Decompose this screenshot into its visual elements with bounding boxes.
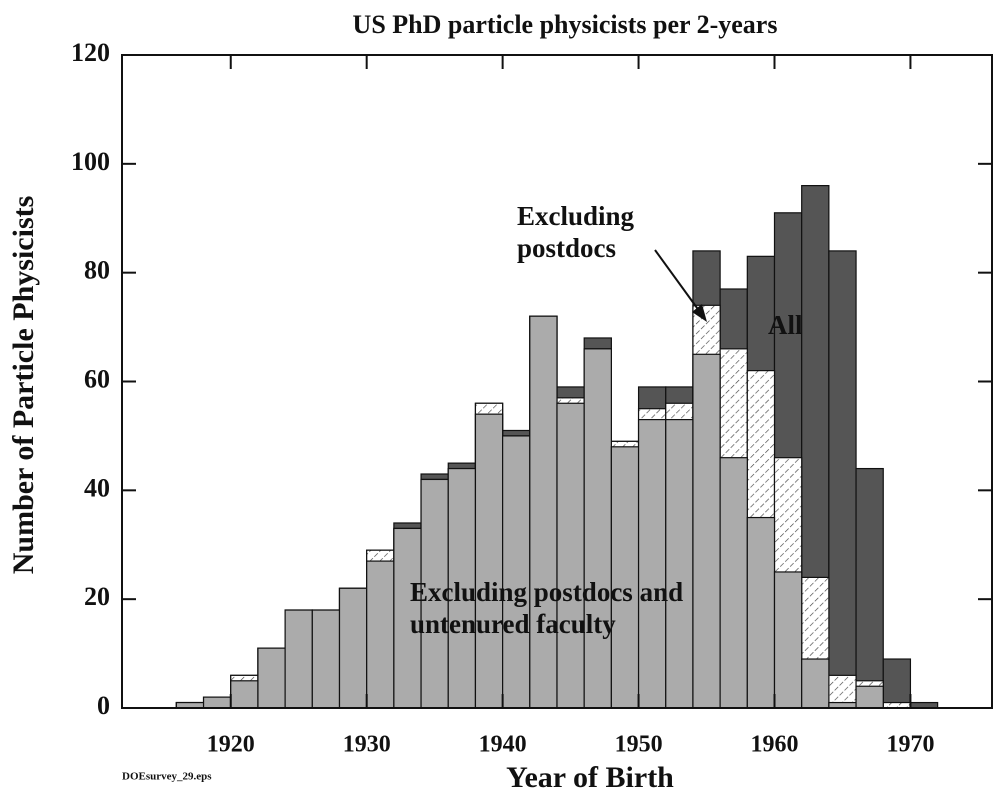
bar bbox=[773, 571, 803, 709]
x-tick-label: 1960 bbox=[751, 732, 799, 758]
bar bbox=[855, 467, 884, 709]
bar bbox=[556, 402, 585, 709]
y-axis-label: Number of Particle Physicists bbox=[7, 196, 40, 575]
bar bbox=[692, 353, 721, 709]
bar bbox=[202, 696, 232, 709]
bar bbox=[230, 680, 259, 709]
y-tick-label: 0 bbox=[97, 691, 110, 720]
x-tick-label: 1940 bbox=[479, 732, 527, 758]
series-label: All bbox=[768, 310, 803, 340]
y-tick-label: 60 bbox=[84, 364, 110, 393]
annotation: DOEsurvey_29.eps bbox=[122, 771, 212, 783]
chart-title: US PhD particle physicists per 2-years bbox=[353, 10, 778, 39]
arrow-head bbox=[692, 304, 707, 322]
bar bbox=[583, 348, 612, 709]
x-tick-label: 1970 bbox=[886, 732, 934, 758]
bar bbox=[393, 527, 422, 709]
bar bbox=[338, 587, 368, 709]
x-tick-label: 1920 bbox=[207, 732, 255, 758]
bar bbox=[447, 467, 477, 709]
bar bbox=[311, 609, 341, 709]
x-axis-label: Year of Birth bbox=[506, 761, 674, 794]
series-label: Excluding postdocs bbox=[517, 201, 635, 263]
x-tick-label: 1930 bbox=[343, 732, 391, 758]
bar bbox=[420, 478, 449, 709]
bar bbox=[529, 315, 558, 709]
bar bbox=[366, 560, 395, 709]
bar bbox=[284, 609, 313, 709]
y-tick-label: 120 bbox=[71, 38, 110, 67]
bar bbox=[828, 250, 857, 709]
bar bbox=[637, 418, 667, 709]
y-tick-label: 80 bbox=[84, 256, 110, 285]
y-tick-label: 40 bbox=[84, 473, 110, 502]
bar bbox=[882, 658, 912, 709]
bar bbox=[746, 516, 776, 709]
y-tick-label: 20 bbox=[84, 582, 110, 611]
series-label: Excluding postdocs and untenured faculty bbox=[410, 577, 684, 639]
bar bbox=[474, 413, 504, 709]
bar bbox=[855, 685, 884, 709]
bar bbox=[257, 647, 286, 709]
arrow bbox=[654, 249, 701, 313]
bar bbox=[502, 435, 531, 709]
bar bbox=[610, 446, 640, 709]
bar bbox=[665, 418, 694, 709]
x-tick-label: 1950 bbox=[615, 732, 663, 758]
bar bbox=[801, 658, 830, 709]
y-tick-label: 100 bbox=[71, 147, 110, 176]
